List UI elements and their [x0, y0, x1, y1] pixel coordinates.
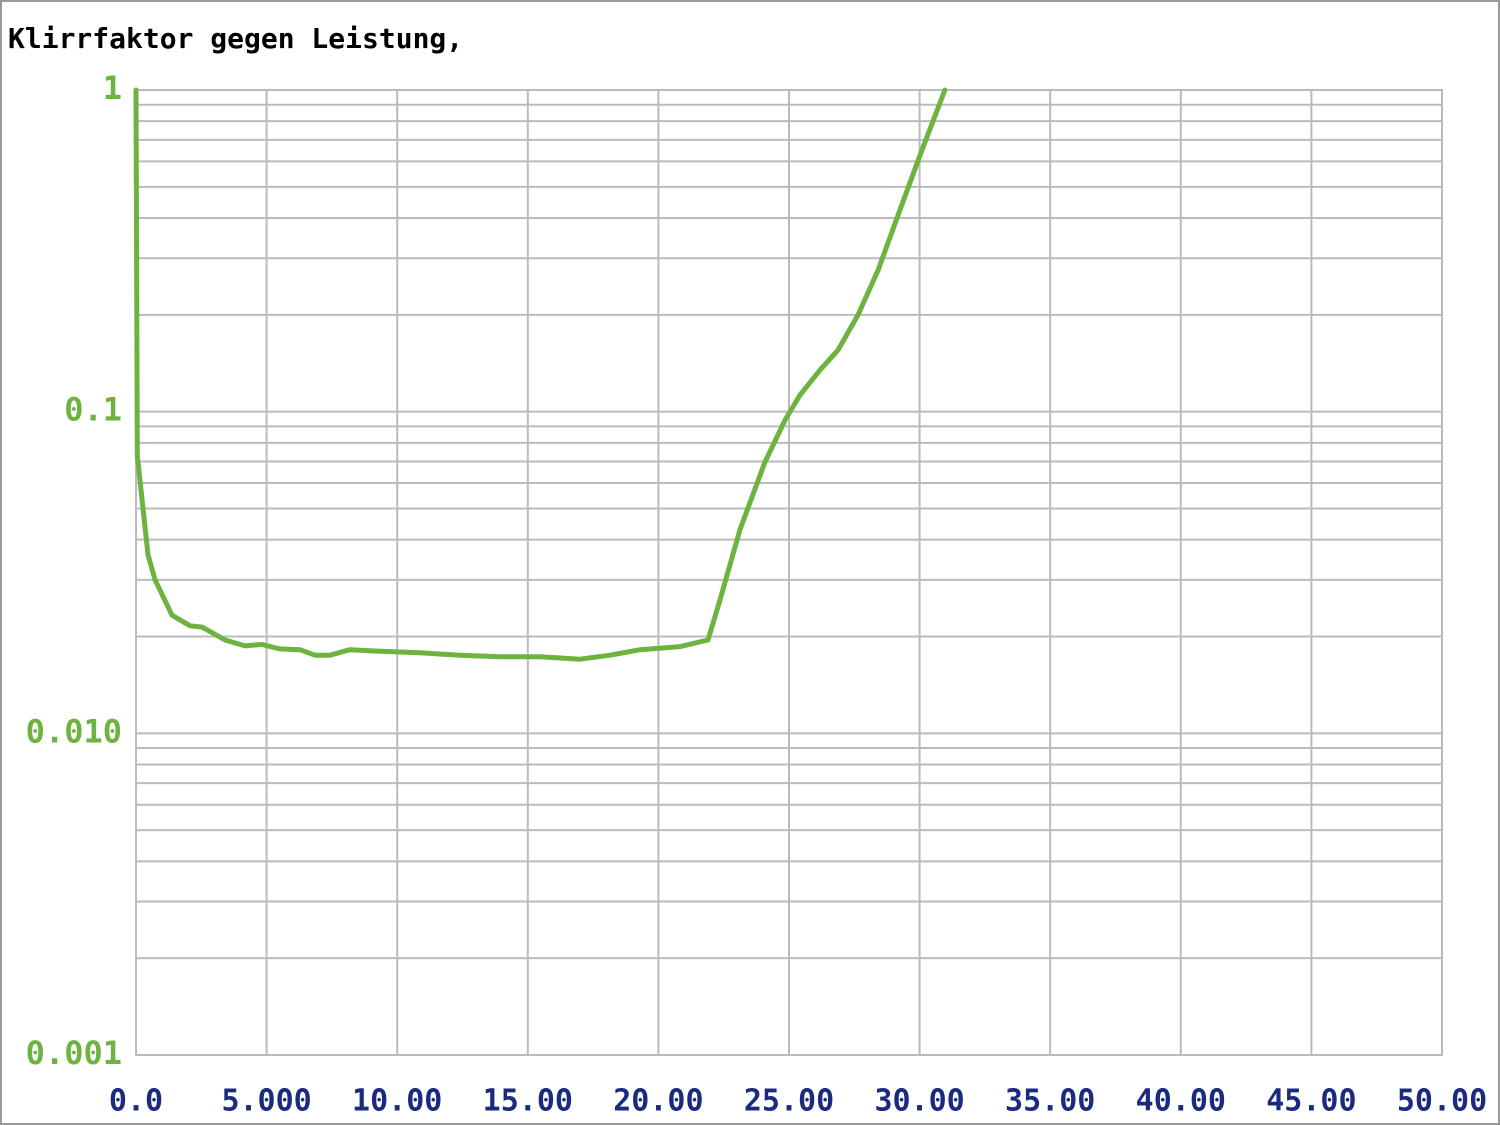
x-tick-label: 5.000	[221, 1084, 311, 1119]
x-tick-label: 20.00	[613, 1084, 703, 1119]
x-tick-label: 0.0	[109, 1084, 163, 1119]
x-tick-label: 15.00	[483, 1084, 573, 1119]
y-tick-label: 1	[103, 69, 122, 107]
x-tick-label: 40.00	[1136, 1084, 1226, 1119]
chart-title: Klirrfaktor gegen Leistung,	[8, 22, 463, 55]
data-line	[133, 87, 948, 662]
x-tick-label: 10.00	[352, 1084, 442, 1119]
y-tick-label: 0.001	[26, 1034, 122, 1072]
x-tick-label: 35.00	[1005, 1084, 1095, 1119]
y-tick-label: 0.010	[26, 712, 122, 750]
x-tick-label: 30.00	[874, 1084, 964, 1119]
x-tick-label: 50.00	[1397, 1084, 1487, 1119]
x-tick-label: 45.00	[1266, 1084, 1356, 1119]
x-tick-label: 25.00	[744, 1084, 834, 1119]
y-tick-label: 0.1	[64, 391, 122, 429]
